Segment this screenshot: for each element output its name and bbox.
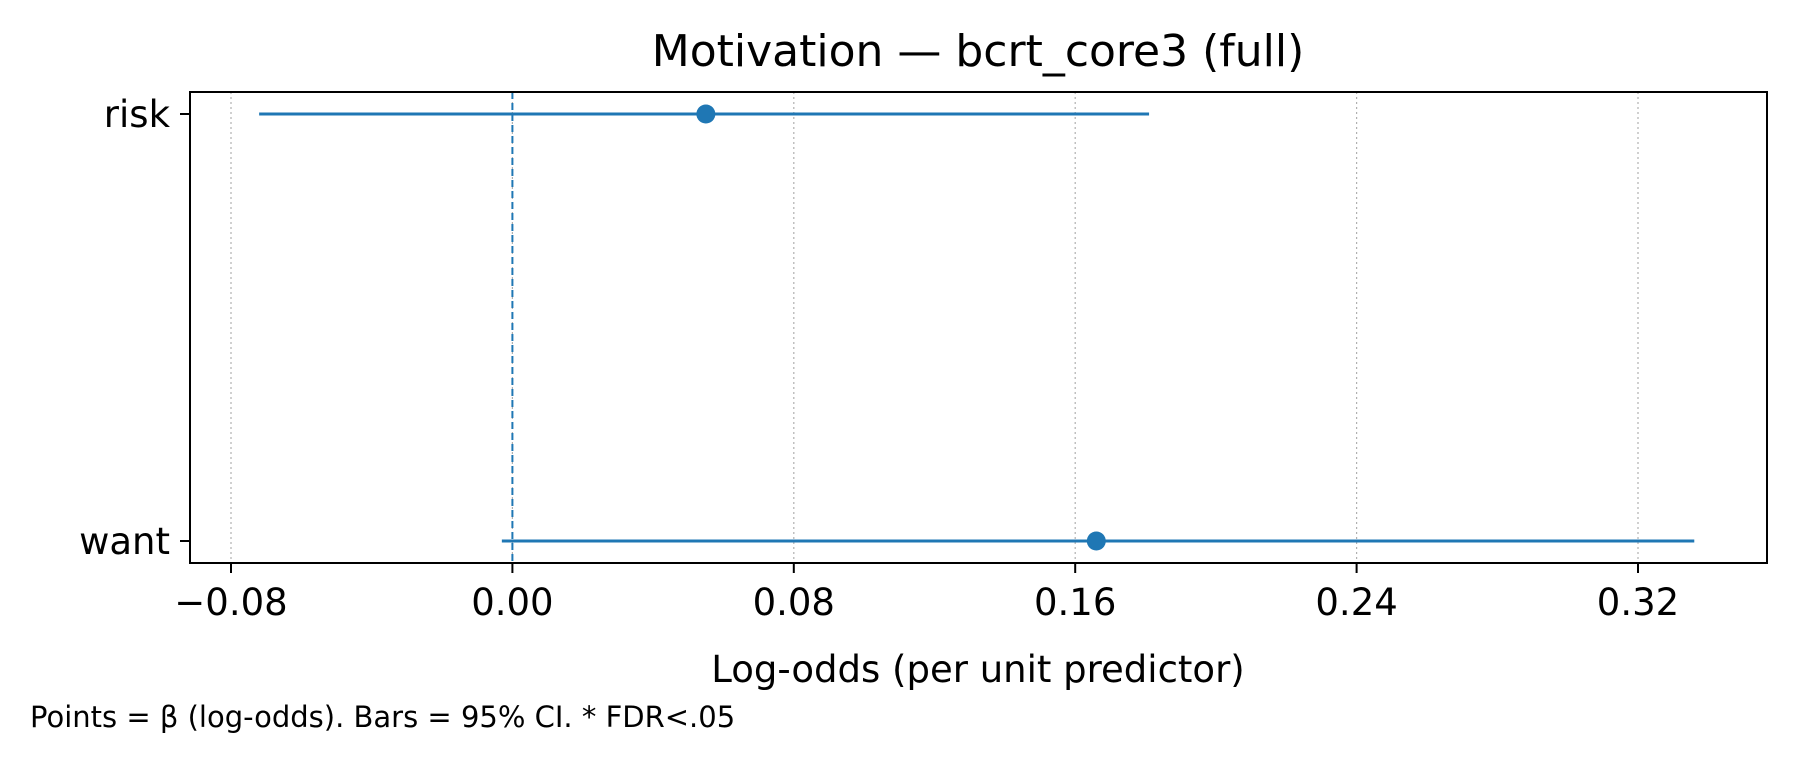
estimate-point-risk bbox=[696, 104, 716, 124]
y-axis: risk want bbox=[79, 93, 190, 563]
x-tick-label: 0.24 bbox=[1315, 581, 1397, 624]
x-tick-label: 0.32 bbox=[1597, 581, 1679, 624]
plot-frame bbox=[189, 91, 1768, 564]
x-tick-label: 0.08 bbox=[753, 581, 835, 624]
chart-title: Motivation — bcrt_core3 (full) bbox=[652, 26, 1305, 77]
estimates bbox=[259, 104, 1695, 551]
x-axis: −0.08 0.00 0.08 0.16 0.24 0.32 bbox=[174, 563, 1679, 624]
footnote: Points = β (log-odds). Bars = 95% CI. * … bbox=[30, 700, 736, 734]
x-tick-label: 0.00 bbox=[471, 581, 553, 624]
y-tick-label-risk: risk bbox=[104, 93, 171, 136]
gridlines bbox=[230, 92, 1639, 563]
x-tick-label: −0.08 bbox=[174, 581, 287, 624]
estimate-point-want bbox=[1086, 531, 1106, 551]
x-tick-label: 0.16 bbox=[1034, 581, 1116, 624]
x-axis-label: Log-odds (per unit predictor) bbox=[711, 648, 1244, 691]
y-tick-label-want: want bbox=[79, 520, 170, 563]
